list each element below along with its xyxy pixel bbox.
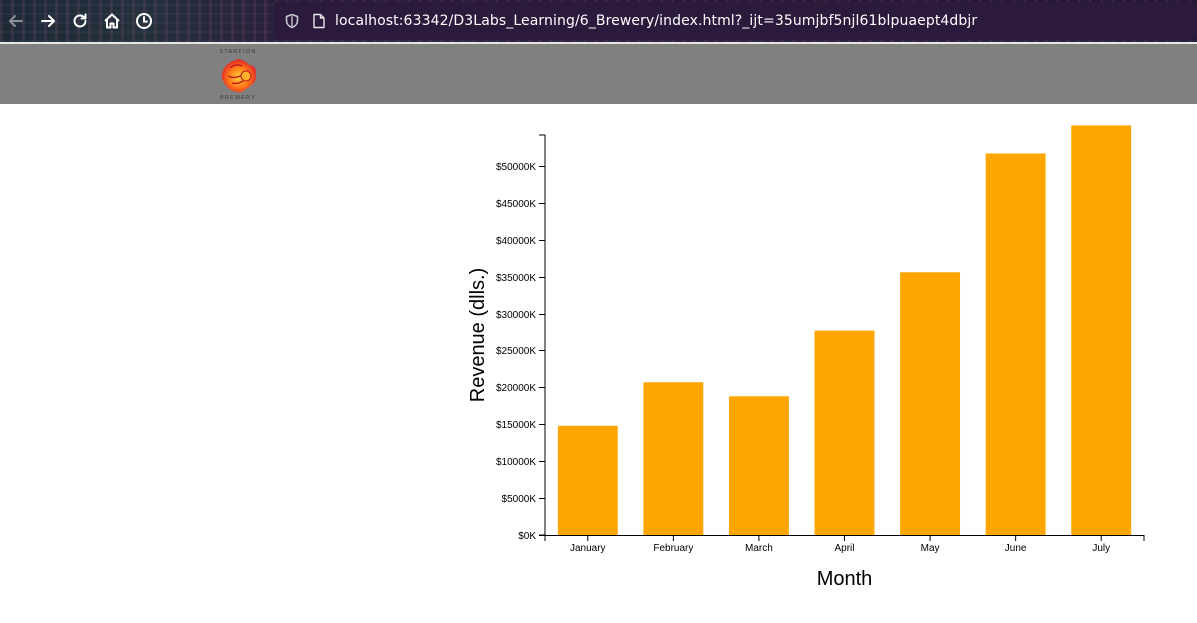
bar[interactable]: [900, 272, 961, 535]
x-axis-title: Month: [817, 568, 873, 590]
x-tick-label: March: [745, 543, 773, 554]
y-axis-title: Revenue (dlls.): [467, 268, 489, 403]
x-tick-label: February: [653, 543, 693, 554]
history-button[interactable]: [132, 9, 156, 33]
y-tick-label: $0K: [518, 531, 536, 542]
y-tick-label: $50000K: [496, 162, 536, 173]
y-tick-label: $45000K: [496, 199, 536, 210]
bar[interactable]: [557, 425, 618, 535]
y-tick-label: $35000K: [496, 273, 536, 284]
home-icon: [104, 13, 120, 29]
page-header: STARFION BREWERY: [0, 42, 1197, 104]
page-icon: [313, 13, 325, 29]
y-tick-label: $5000K: [502, 494, 537, 505]
revenue-bar-chart: $0K $5000K $10000K $15000K $20000K $25000K $30…: [0, 104, 1197, 623]
bar[interactable]: [643, 382, 704, 535]
url-text[interactable]: localhost:63342/D3Labs_Learning/6_Brewer…: [335, 13, 978, 29]
y-tick-label: $25000K: [496, 346, 536, 357]
home-button[interactable]: [100, 9, 124, 33]
x-tick-label: July: [1092, 543, 1110, 554]
y-tick-label: $15000K: [496, 420, 536, 431]
y-tick-label: $10000K: [496, 457, 536, 468]
reload-icon: [73, 13, 87, 28]
address-bar[interactable]: localhost:63342/D3Labs_Learning/6_Brewer…: [274, 2, 1197, 40]
logo-top-text: STARFION: [219, 49, 257, 55]
x-tick-label: April: [834, 543, 854, 554]
bar[interactable]: [985, 153, 1046, 535]
shield-icon[interactable]: [284, 13, 300, 29]
forward-arrow-icon: [41, 15, 55, 27]
y-axis: $0K $5000K $10000K $15000K $20000K $25000K $30…: [496, 134, 546, 542]
x-tick-label: June: [1005, 543, 1027, 554]
browser-toolbar: localhost:63342/D3Labs_Learning/6_Brewer…: [0, 0, 1197, 42]
reload-button[interactable]: [68, 9, 92, 33]
y-tick-label: $20000K: [496, 383, 536, 394]
bar[interactable]: [1071, 125, 1132, 535]
bar[interactable]: [814, 330, 875, 535]
x-tick-label: January: [570, 543, 606, 554]
bar[interactable]: [728, 396, 789, 535]
brewery-logo[interactable]: STARFION BREWERY: [212, 48, 264, 102]
x-axis: January February March April May June July: [544, 535, 1145, 554]
y-tick-label: $40000K: [496, 236, 536, 247]
back-button[interactable]: [4, 9, 28, 33]
bars-group: [557, 125, 1132, 535]
back-arrow-icon: [9, 15, 23, 27]
lion-logo-icon: [221, 59, 256, 93]
y-axis-line: [539, 134, 546, 536]
clock-icon: [136, 13, 152, 29]
x-tick-label: May: [921, 543, 940, 554]
logo-bottom-text: BREWERY: [219, 95, 257, 101]
forward-button[interactable]: [36, 9, 60, 33]
chart-svg: $0K $5000K $10000K $15000K $20000K $25000K $30…: [467, 125, 1145, 590]
y-tick-label: $30000K: [496, 310, 536, 321]
